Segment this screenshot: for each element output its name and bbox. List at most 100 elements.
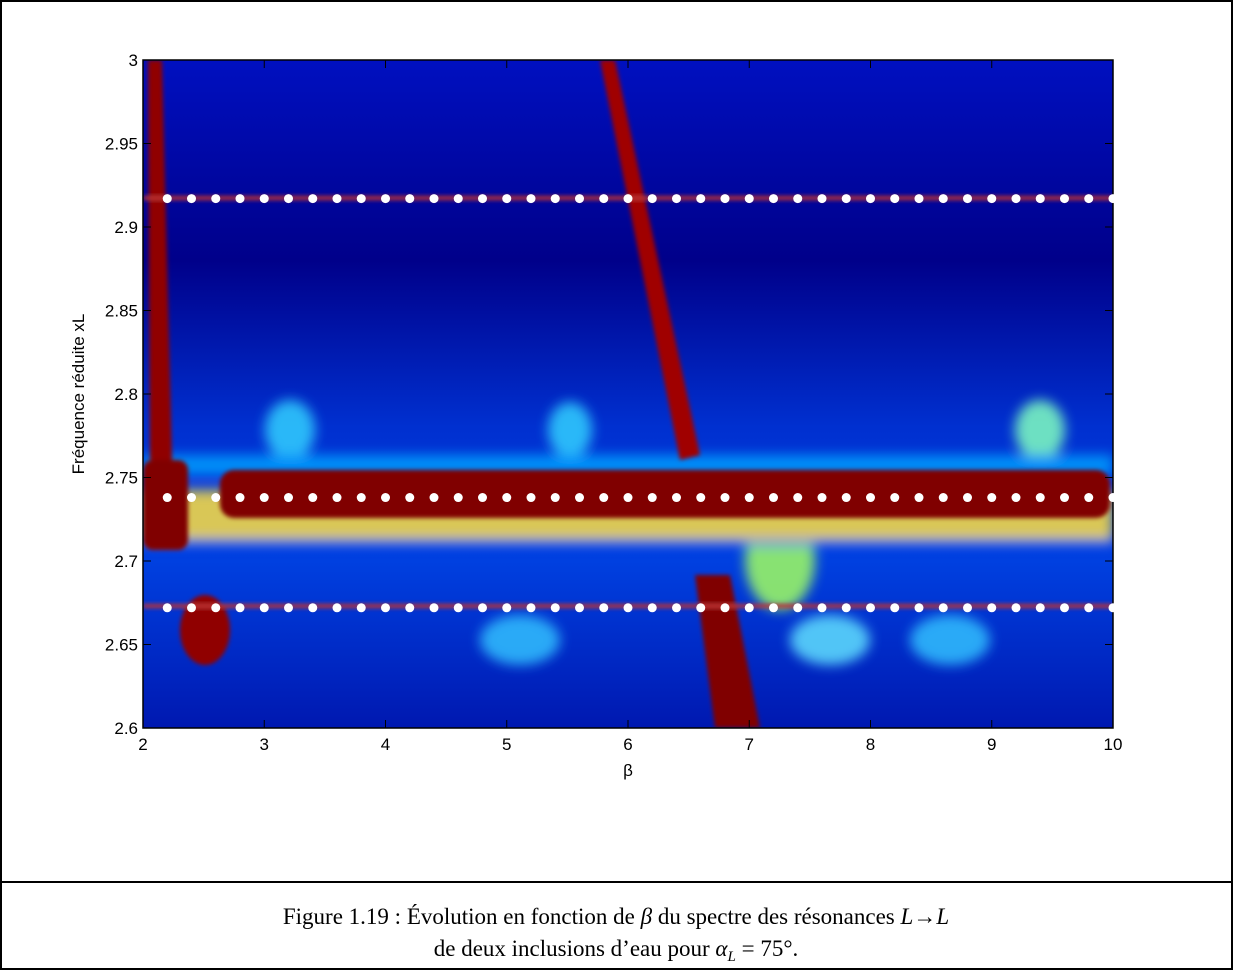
- point: [356, 603, 366, 613]
- point: [1035, 194, 1045, 204]
- point: [720, 603, 730, 613]
- point: [332, 194, 342, 204]
- point: [1108, 603, 1118, 613]
- point: [502, 603, 512, 613]
- point: [793, 194, 803, 204]
- point: [938, 493, 948, 503]
- point: [647, 194, 657, 204]
- point: [259, 194, 269, 204]
- point: [284, 493, 293, 503]
- caption-text: = 75°.: [736, 936, 798, 961]
- point: [769, 493, 778, 503]
- point: [526, 194, 536, 204]
- point: [502, 493, 512, 503]
- point: [599, 194, 609, 204]
- point: [841, 194, 851, 204]
- caption-text: α: [715, 936, 728, 961]
- point: [211, 603, 221, 613]
- point: [211, 493, 221, 503]
- point: [284, 603, 293, 613]
- point: [817, 493, 827, 503]
- y-tick-label: 2.7: [114, 552, 138, 571]
- point: [672, 603, 681, 613]
- caption-text: L: [727, 949, 736, 965]
- point: [356, 194, 366, 204]
- y-tick-label: 2.6: [114, 719, 138, 738]
- point: [672, 493, 681, 503]
- point: [720, 194, 730, 204]
- caption-text: →: [913, 904, 936, 929]
- point: [405, 603, 415, 613]
- point: [623, 603, 633, 613]
- point: [187, 194, 196, 204]
- point: [1084, 194, 1094, 204]
- point: [890, 493, 900, 503]
- point: [259, 603, 269, 613]
- point: [550, 194, 560, 204]
- point: [1035, 603, 1045, 613]
- point: [284, 194, 293, 204]
- point: [938, 603, 948, 613]
- y-axis-label: Fréquence réduite xL: [69, 314, 88, 475]
- point: [866, 194, 875, 204]
- x-tick-label: 8: [866, 735, 875, 754]
- point: [381, 194, 390, 204]
- point: [429, 493, 439, 503]
- point: [453, 493, 463, 503]
- point: [162, 194, 172, 204]
- point: [235, 603, 245, 613]
- point: [187, 603, 196, 613]
- point: [550, 603, 560, 613]
- point: [1060, 194, 1069, 204]
- point: [623, 493, 633, 503]
- point: [914, 603, 924, 613]
- point: [162, 603, 172, 613]
- y-tick-label: 2.95: [105, 135, 138, 154]
- point: [575, 603, 584, 613]
- point: [647, 493, 657, 503]
- point: [575, 493, 584, 503]
- point: [890, 603, 900, 613]
- point: [1035, 493, 1045, 503]
- point: [793, 603, 803, 613]
- point: [1084, 603, 1094, 613]
- point: [696, 493, 706, 503]
- point: [769, 194, 778, 204]
- point: [914, 493, 924, 503]
- point: [938, 194, 948, 204]
- point: [987, 194, 997, 204]
- point: [623, 194, 633, 204]
- y-tick-label: 2.65: [105, 636, 138, 655]
- point: [963, 194, 972, 204]
- caption-text: β: [640, 904, 653, 929]
- point: [696, 194, 706, 204]
- y-tick-label: 2.75: [105, 469, 138, 488]
- x-tick-label: 10: [1104, 735, 1123, 754]
- x-tick-label: 7: [745, 735, 754, 754]
- x-axis-label: β: [623, 761, 633, 780]
- point: [478, 493, 487, 503]
- point: [1060, 603, 1069, 613]
- heatmap: [143, 60, 1113, 728]
- point: [235, 194, 245, 204]
- point: [1108, 194, 1118, 204]
- point: [526, 603, 536, 613]
- point: [744, 194, 754, 204]
- caption-text: du spectre des résonances: [652, 904, 900, 929]
- point: [890, 194, 900, 204]
- point: [987, 603, 997, 613]
- point: [1011, 194, 1021, 204]
- point: [841, 603, 851, 613]
- point: [308, 603, 318, 613]
- point: [793, 493, 803, 503]
- point: [405, 493, 415, 503]
- point: [841, 493, 851, 503]
- point: [381, 603, 390, 613]
- y-tick-label: 2.8: [114, 385, 138, 404]
- point: [308, 194, 318, 204]
- y-tick-label: 2.9: [114, 218, 138, 237]
- x-tick-label: 4: [381, 735, 390, 754]
- caption-line: de deux inclusions d’eau pour αL = 75°.: [434, 936, 799, 965]
